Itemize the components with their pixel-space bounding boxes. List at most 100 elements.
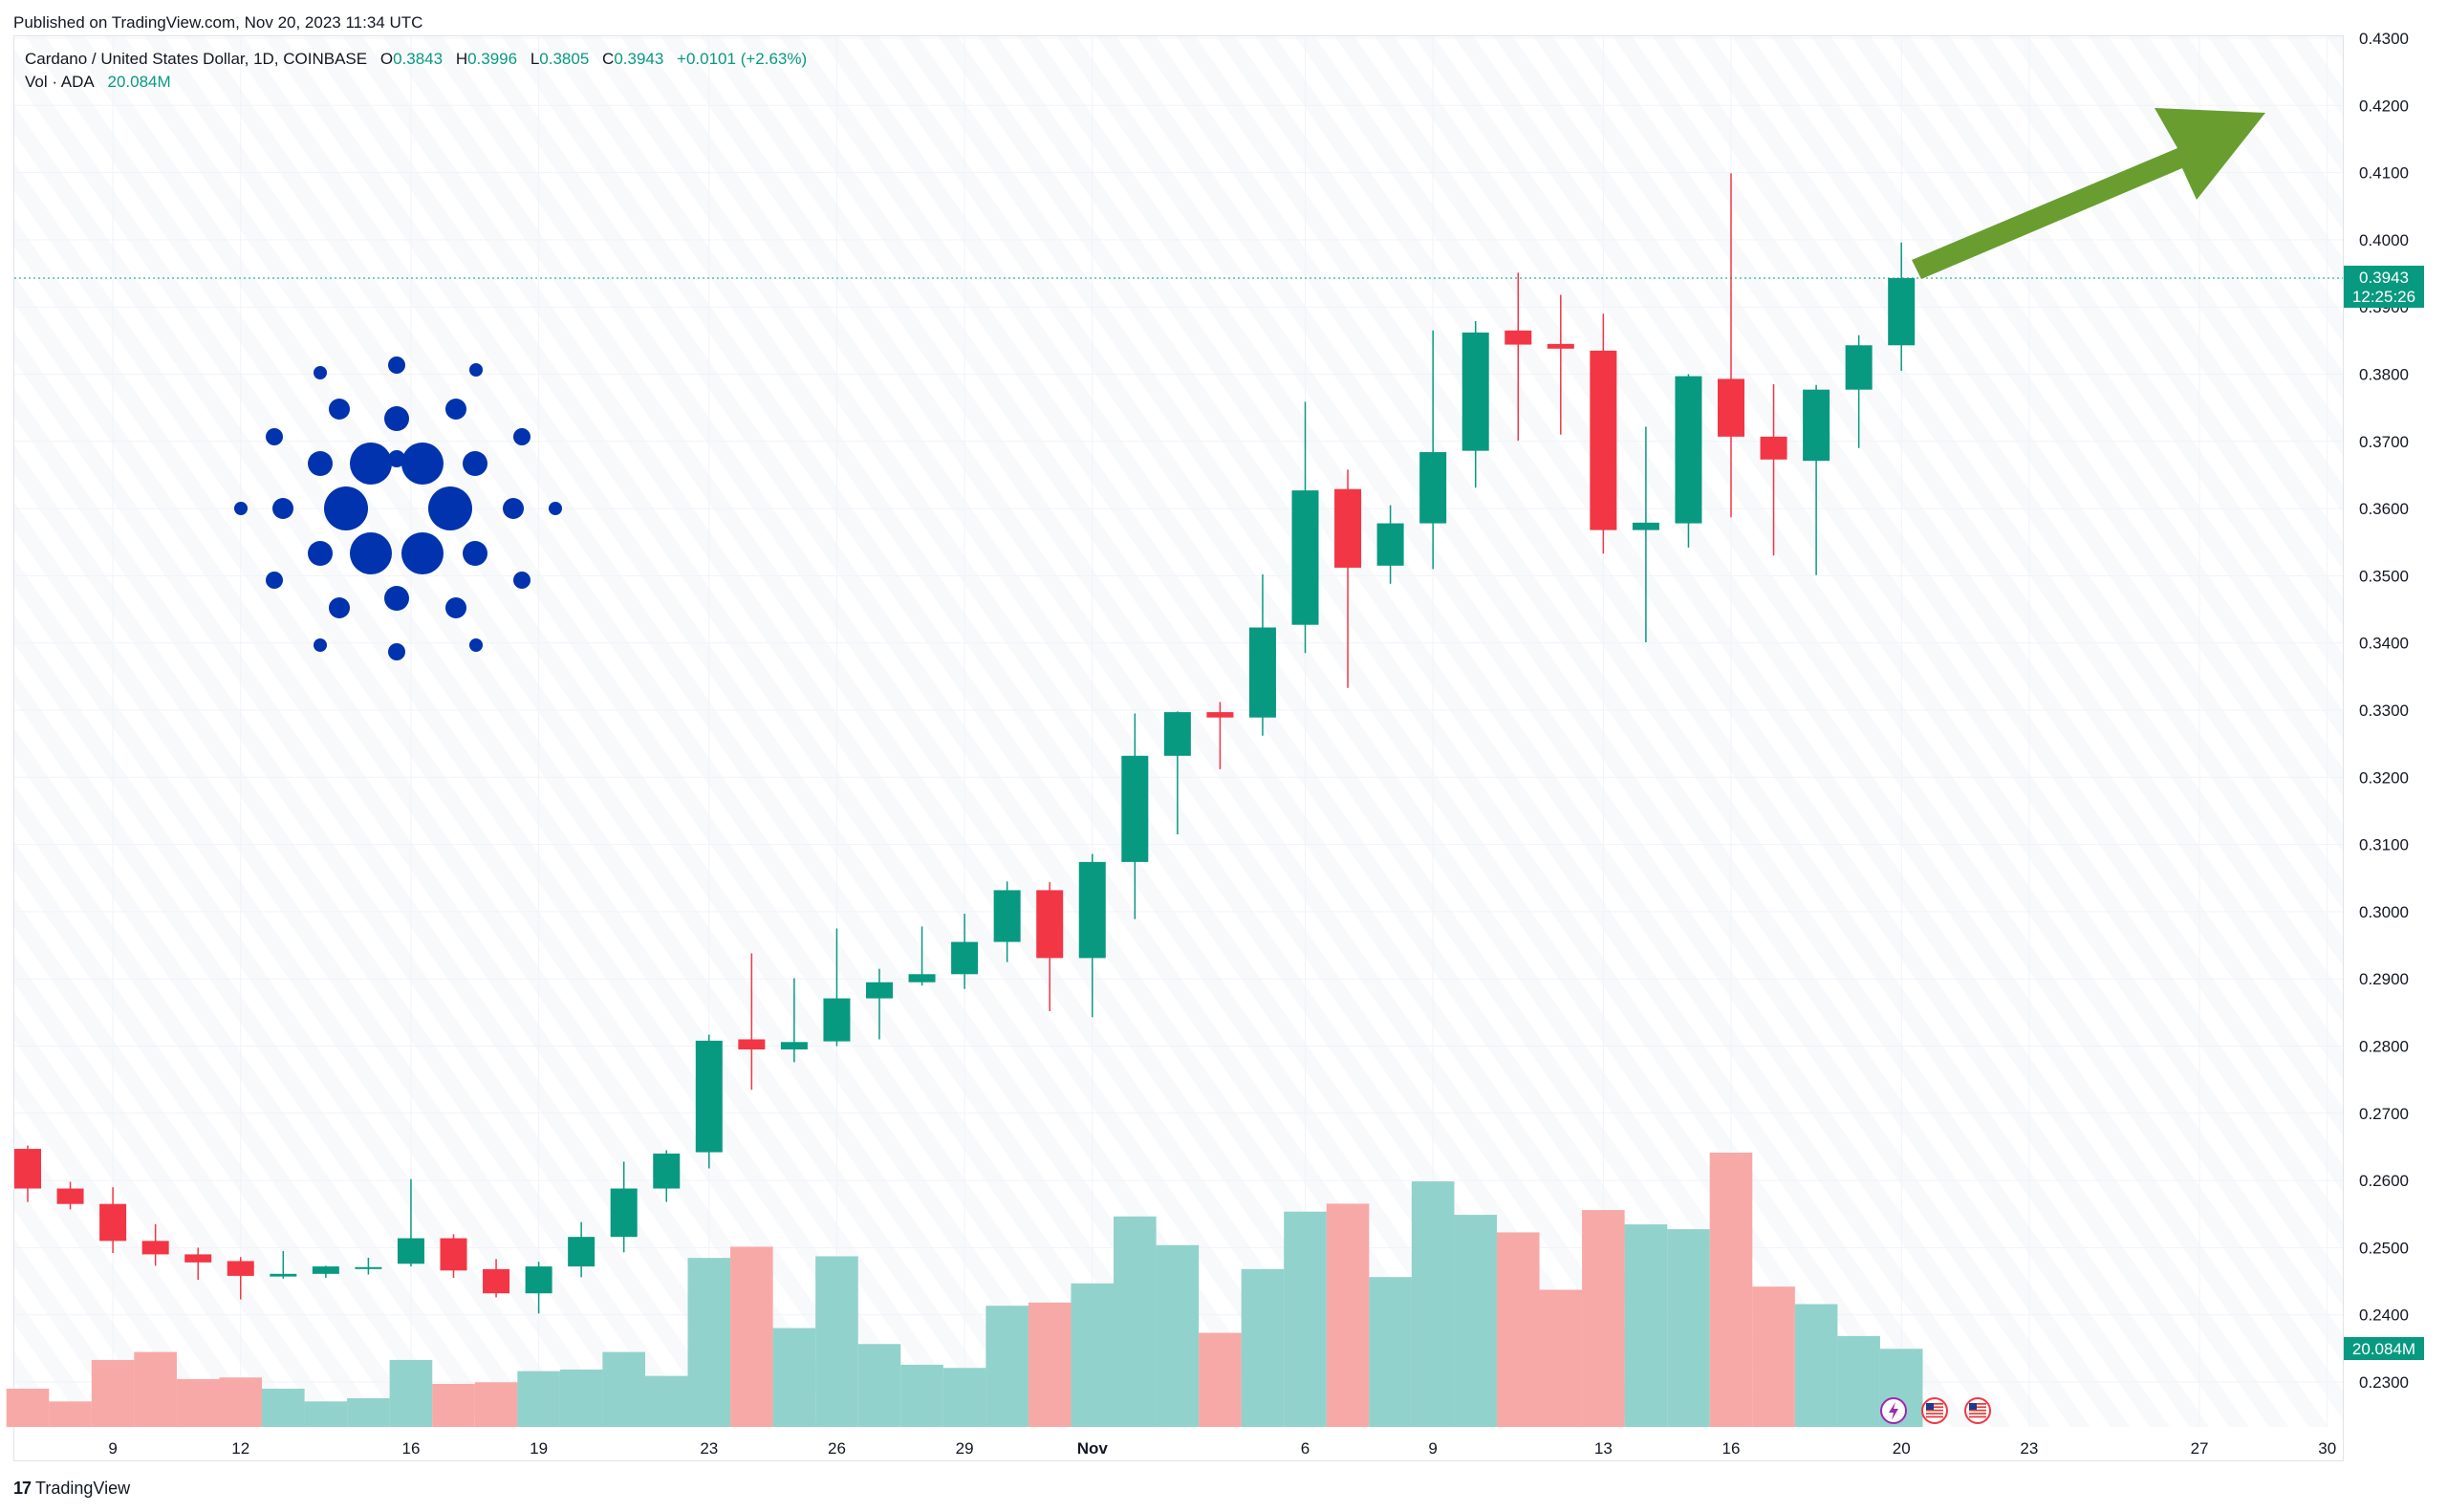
candle-body [141, 1241, 169, 1255]
volume-bar [1199, 1332, 1242, 1427]
last-price-badge [2344, 265, 2424, 308]
candle-layer [14, 173, 1916, 1314]
volume-bar [1241, 1268, 1285, 1427]
flag-icon-stripe [1926, 1406, 1943, 1409]
volume-bar [304, 1401, 348, 1427]
time-tick-label: 20 [1893, 1439, 1911, 1458]
candle-body [610, 1188, 638, 1238]
low-label: L [530, 50, 540, 68]
open-label: O [379, 50, 394, 68]
volume-bar [1114, 1216, 1157, 1427]
volume-bar [389, 1359, 433, 1427]
volume-bar [262, 1388, 305, 1427]
time-tick-label: 9 [108, 1439, 117, 1458]
volume-bar [474, 1382, 518, 1427]
us-flag-event-icon[interactable] [1921, 1397, 1948, 1424]
volume-bar [432, 1383, 475, 1427]
high-value: 0.3996 [467, 50, 518, 68]
candle-body [270, 1273, 297, 1277]
candle-body [397, 1238, 424, 1264]
volume-bar [857, 1344, 901, 1427]
price-tick-label: 0.2400 [2359, 1307, 2409, 1325]
price-tick-label: 0.3400 [2359, 635, 2409, 653]
change-value: +0.0101 (+2.63%) [677, 50, 808, 68]
candle-body [738, 1039, 766, 1050]
candle-body [56, 1188, 84, 1204]
volume-bar [1794, 1304, 1838, 1427]
volume-bar [1411, 1181, 1455, 1427]
price-tick-label: 0.4200 [2359, 97, 2409, 115]
candle-body [1419, 452, 1447, 524]
price-tick-label: 0.2900 [2359, 970, 2409, 988]
flag-icon-stripe [1969, 1406, 1986, 1409]
flag-icon-stripe [1969, 1413, 1986, 1415]
volume-bar [219, 1377, 263, 1427]
trend-arrow-annotation [1912, 108, 2265, 279]
time-tick-label: 9 [1428, 1439, 1437, 1458]
candle-body [908, 974, 936, 983]
candle-body [1505, 330, 1532, 345]
volume-bar [602, 1351, 645, 1427]
low-value: 0.3805 [539, 50, 590, 68]
volume-bar [1582, 1210, 1625, 1427]
chart-panel[interactable] [13, 35, 2344, 1461]
flag-icon-stripe [1969, 1409, 1986, 1412]
time-tick-label: 13 [1594, 1439, 1613, 1458]
volume-bar [1326, 1203, 1370, 1427]
price-tick-label: 0.3000 [2359, 903, 2409, 921]
candle-body [1888, 277, 1916, 346]
candle-body [1760, 436, 1787, 460]
candle-body [1547, 343, 1574, 349]
symbol-name[interactable]: Cardano / United States Dollar, 1D, COIN… [25, 50, 368, 68]
volume-badge-value: 20.084M [2352, 1340, 2415, 1358]
candle-body [653, 1153, 681, 1189]
candle-body [993, 890, 1021, 942]
time-tick-label: 26 [828, 1439, 846, 1458]
price-tick-label: 0.2500 [2359, 1239, 2409, 1257]
price-tick-label: 0.3700 [2359, 433, 2409, 451]
price-tick-label: 0.3600 [2359, 500, 2409, 518]
time-tick-label: 23 [2020, 1439, 2038, 1458]
footer-branding[interactable]: 17 TradingView [13, 1476, 130, 1501]
high-label: H [455, 50, 468, 68]
candle-body [1078, 861, 1106, 959]
overlay-layer [14, 277, 2343, 1424]
volume-label[interactable]: Vol · ADA [25, 73, 95, 91]
time-tick-label: 30 [2318, 1439, 2336, 1458]
volume-bar [1539, 1289, 1583, 1427]
volume-bar [1624, 1224, 1668, 1427]
volume-row: Vol · ADA 20.084M [25, 71, 807, 94]
price-tick-label: 0.3500 [2359, 567, 2409, 585]
volume-badge [2344, 1337, 2424, 1360]
time-tick-label: 27 [2191, 1439, 2209, 1458]
candle-body [525, 1266, 552, 1294]
volume-bar [1156, 1244, 1200, 1427]
candle-body [823, 998, 851, 1042]
volume-bar [772, 1328, 816, 1427]
price-tick-label: 0.4000 [2359, 231, 2409, 249]
candle-body [440, 1238, 467, 1271]
cardano-logo-icon [234, 356, 562, 660]
candle-body [1036, 890, 1064, 959]
volume-bar [1071, 1283, 1115, 1427]
volume-bar [517, 1371, 560, 1427]
lightning-event-icon[interactable] [1880, 1397, 1907, 1424]
us-flag-event-icon[interactable] [1964, 1397, 1991, 1424]
volume-bar [1496, 1232, 1540, 1427]
volume-bar [1028, 1302, 1072, 1427]
candle-body [780, 1042, 808, 1050]
time-tick-label: 6 [1301, 1439, 1310, 1458]
candle-body [1248, 627, 1276, 718]
time-tick-label: 19 [530, 1439, 548, 1458]
volume-bar [900, 1364, 943, 1427]
price-tick-label: 0.3300 [2359, 702, 2409, 720]
price-tick-label: 0.2700 [2359, 1105, 2409, 1123]
volume-bar [985, 1306, 1029, 1427]
flag-icon-stripe [1969, 1403, 1986, 1405]
candle-body [695, 1040, 723, 1153]
candle-body [1462, 332, 1489, 451]
time-tick-label: 12 [231, 1439, 249, 1458]
flag-icon-canton [1926, 1403, 1934, 1410]
flag-icon-stripe [1926, 1413, 1943, 1415]
